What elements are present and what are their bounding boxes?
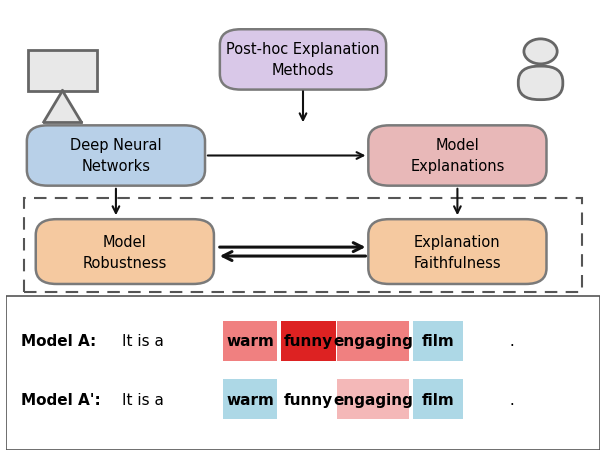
Text: Model A':: Model A': — [21, 392, 101, 407]
FancyBboxPatch shape — [28, 51, 96, 91]
Text: film: film — [422, 392, 454, 407]
Text: .: . — [505, 392, 514, 407]
Bar — [413, 379, 464, 419]
Text: Explanation
Faithfulness: Explanation Faithfulness — [414, 234, 501, 270]
Circle shape — [524, 40, 557, 65]
FancyBboxPatch shape — [368, 220, 547, 284]
Text: It is a: It is a — [122, 392, 164, 407]
FancyBboxPatch shape — [36, 220, 214, 284]
Bar — [223, 321, 278, 361]
Text: Post-hoc Explanation
Methods: Post-hoc Explanation Methods — [226, 42, 380, 78]
Text: Deep Neural
Networks: Deep Neural Networks — [70, 138, 162, 174]
Text: Model
Explanations: Model Explanations — [410, 138, 505, 174]
Bar — [413, 321, 464, 361]
FancyBboxPatch shape — [518, 67, 563, 101]
FancyBboxPatch shape — [27, 126, 205, 186]
Bar — [223, 379, 278, 419]
Text: .: . — [505, 334, 514, 349]
Bar — [281, 321, 336, 361]
Text: film: film — [422, 334, 454, 349]
Polygon shape — [44, 91, 81, 123]
Text: warm: warm — [226, 334, 274, 349]
Bar — [338, 379, 408, 419]
Text: Model A:: Model A: — [21, 334, 96, 349]
FancyBboxPatch shape — [220, 30, 386, 91]
Text: warm: warm — [226, 392, 274, 407]
Bar — [338, 321, 408, 361]
Text: funny: funny — [284, 392, 333, 407]
Text: It is a: It is a — [122, 334, 164, 349]
Text: engaging: engaging — [333, 334, 413, 349]
FancyBboxPatch shape — [368, 126, 547, 186]
Text: engaging: engaging — [333, 392, 413, 407]
Text: funny: funny — [284, 334, 333, 349]
Text: Model
Robustness: Model Robustness — [82, 234, 167, 270]
Bar — [6, 297, 600, 450]
